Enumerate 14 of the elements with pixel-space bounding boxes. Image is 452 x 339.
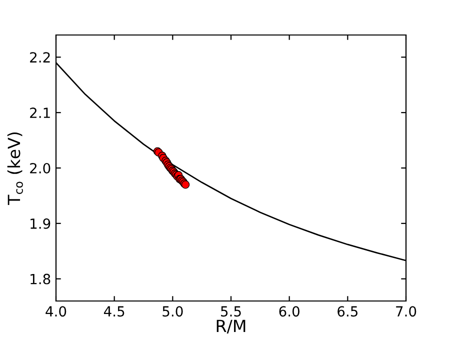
x-tick-label: 7.0 bbox=[396, 306, 416, 317]
y-tick-label: 2.0 bbox=[30, 162, 50, 174]
x-tick-label: 4.5 bbox=[104, 306, 124, 317]
y-tick-label: 2.1 bbox=[30, 108, 50, 118]
x-tick-label: 4.0 bbox=[46, 306, 66, 317]
x-tick-label: 6.5 bbox=[338, 306, 358, 317]
x-axis-title: R/M bbox=[216, 320, 246, 334]
x-tick-label: 5.5 bbox=[221, 306, 241, 317]
y-tick-label: 2.2 bbox=[30, 52, 50, 62]
y-axis-title: T$_{co}$ (keV) bbox=[7, 132, 23, 206]
x-tick-label: 6.0 bbox=[279, 306, 300, 317]
y-tick-label: 1.9 bbox=[30, 218, 50, 229]
x-tick-label: 5.0 bbox=[162, 306, 183, 317]
y-tick-label: 1.8 bbox=[30, 274, 50, 284]
